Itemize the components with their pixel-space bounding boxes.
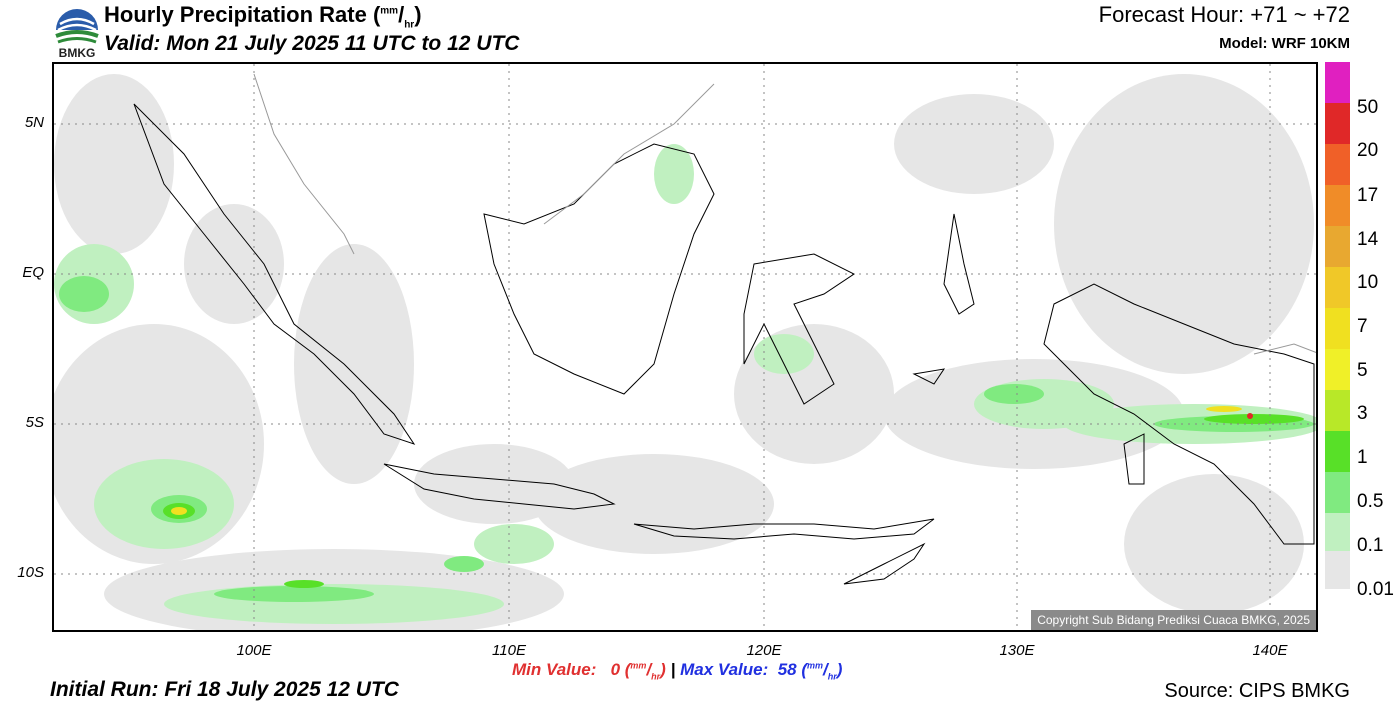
legend-label: 17: [1357, 185, 1379, 206]
legend-color-box: [1325, 267, 1350, 308]
logo-text: BMKG: [58, 46, 96, 60]
lon-label-130e: 130E: [999, 642, 1035, 659]
legend-color-box: [1325, 513, 1350, 551]
page-title: Hourly Precipitation Rate (mm/hr): [104, 2, 422, 31]
lon-label-140e: 140E: [1252, 642, 1288, 659]
legend-label: 7: [1357, 316, 1368, 337]
legend-color-box: [1325, 551, 1350, 589]
lat-label-eq: EQ: [22, 264, 44, 281]
map-canvas: [54, 64, 1316, 630]
lat-label-5s: 5S: [25, 414, 44, 431]
min-max-values: Min Value: 0 (mm/hr) | Max Value: 58 (mm…: [512, 660, 843, 682]
legend-color-box: [1325, 308, 1350, 349]
initial-run: Initial Run: Fri 18 July 2025 12 UTC: [50, 678, 399, 701]
legend-color-box: [1325, 349, 1350, 390]
legend-label: 5: [1357, 360, 1368, 381]
legend-color-box: [1325, 390, 1350, 431]
legend-color-box: [1325, 472, 1350, 513]
legend-color-box: [1325, 62, 1350, 103]
min-value-text: Min Value: 0 (mm/hr): [512, 660, 666, 682]
legend-color-box: [1325, 144, 1350, 185]
lon-label-110e: 110E: [492, 642, 526, 659]
source-label: Source: CIPS BMKG: [1164, 680, 1350, 702]
legend-color-box: [1325, 185, 1350, 226]
legend-label: 20: [1357, 140, 1379, 161]
legend-color-box: [1325, 431, 1350, 472]
lon-label-100e: 100E: [236, 642, 272, 659]
copyright-notice: Copyright Sub Bidang Prediksi Cuaca BMKG…: [1031, 610, 1316, 630]
legend-label: 0.01: [1357, 579, 1394, 600]
legend-label: 1: [1357, 447, 1368, 468]
lat-label-10s: 10S: [17, 564, 44, 581]
legend-label: 3: [1357, 403, 1368, 424]
lat-label-5n: 5N: [24, 114, 44, 131]
model-label: Model: WRF 10KM: [1219, 35, 1350, 52]
legend-label: 0.5: [1357, 491, 1384, 512]
precipitation-map[interactable]: [52, 62, 1318, 632]
legend-label: 10: [1357, 272, 1379, 293]
max-value-text: Max Value: 58 (mm/hr): [680, 660, 843, 682]
legend-label: 14: [1357, 229, 1379, 250]
forecast-hour: Forecast Hour: +71 ~ +72: [1098, 2, 1350, 27]
valid-time: Valid: Mon 21 July 2025 11 UTC to 12 UTC: [104, 32, 520, 55]
legend-label: 50: [1357, 97, 1379, 118]
legend-label: 0.1: [1357, 535, 1384, 556]
color-legend: [1325, 62, 1350, 589]
bmkg-logo: [52, 0, 102, 60]
lon-label-120e: 120E: [746, 642, 782, 659]
legend-color-box: [1325, 103, 1350, 144]
legend-color-box: [1325, 226, 1350, 267]
